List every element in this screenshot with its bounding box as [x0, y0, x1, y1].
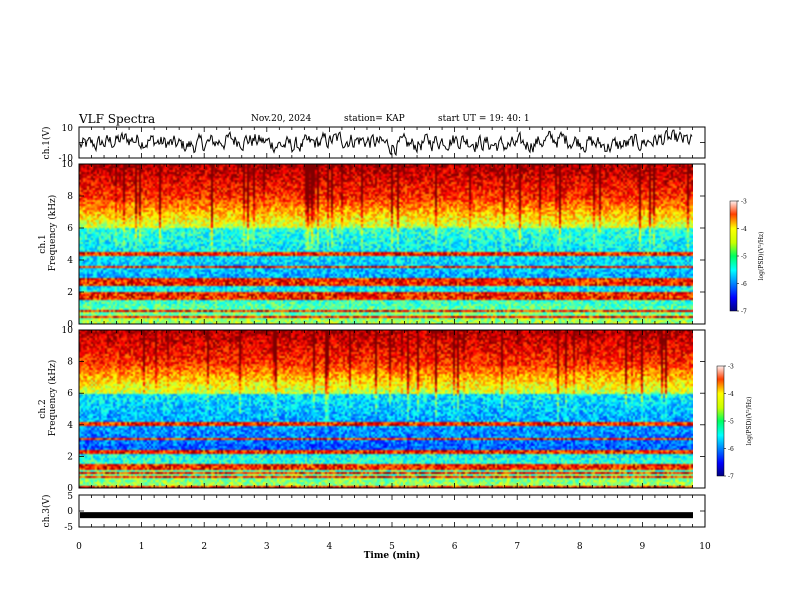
ch2-colorbar-label: log(PSD)(V²/Hz): [746, 397, 753, 446]
ch1-ylabel-frequency: Frequency (kHz): [47, 195, 58, 272]
colorbar-tick-label: -7: [728, 474, 734, 481]
chart-title: VLF Spectra: [79, 112, 156, 126]
colorbar-tick-label: -3: [728, 364, 734, 371]
time-axis-label: Time (min): [364, 550, 421, 561]
station-label: station= KAP: [344, 114, 405, 124]
time-tick-label: 6: [452, 542, 458, 552]
start-time-label: start UT = 19: 40: 1: [438, 114, 530, 124]
freq-tick-label: 4: [67, 256, 73, 266]
freq-tick-label: 10: [62, 326, 74, 336]
ch2-colorbar: [716, 365, 725, 477]
colorbar-tick-label: -6: [741, 281, 747, 288]
ch1-ylabel-channel: ch.1: [38, 234, 48, 253]
freq-tick-label: 2: [67, 452, 73, 462]
colorbar-tick-label: -4: [728, 391, 734, 398]
time-tick-label: 4: [327, 542, 333, 552]
freq-tick-label: 2: [67, 288, 73, 298]
time-tick-label: 1: [139, 542, 145, 552]
ch1-colorbar-ticks: -3 -4 -5 -6 -7: [737, 199, 747, 316]
ch1-freq-tick-labels: 0 2 4 6 8 10: [62, 160, 74, 330]
freq-tick-label: 0: [67, 320, 73, 330]
freq-tick-label: 8: [67, 358, 73, 368]
colorbar-tick-label: -7: [741, 309, 747, 316]
ch1-colorbar: [729, 200, 738, 312]
ch3-waveform-line: [80, 512, 693, 519]
ch3-ylabel: ch.3(V): [41, 495, 52, 528]
ch3-waveform-ticks: [78, 494, 706, 528]
colorbar-tick-label: -3: [741, 199, 747, 206]
ch1-waveform-ticks: [78, 126, 706, 159]
freq-tick-label: 0: [67, 484, 73, 494]
ch3-ytick-minus5: -5: [64, 523, 73, 533]
freq-tick-label: 10: [62, 160, 74, 170]
time-tick-label: 8: [577, 542, 583, 552]
time-tick-label: 2: [201, 542, 207, 552]
ch2-spectrogram-image: [79, 330, 693, 488]
freq-tick-label: 6: [67, 224, 73, 234]
ch3-ytick-5: 5: [67, 492, 73, 502]
time-tick-label: 3: [264, 542, 270, 552]
date-label: Nov.20, 2024: [251, 114, 312, 124]
time-tick-label: 0: [76, 542, 82, 552]
time-tick-label: 7: [514, 542, 520, 552]
time-axis-tick-labels: 0 1 2 3 4 5 6 7 8 9 10: [76, 542, 711, 552]
ch1-colorbar-label: log(PSD)(V²/Hz): [758, 232, 765, 281]
ch1-waveform-panel: 10 -10 ch.1(V): [41, 124, 706, 164]
ch1-ytick-bottom: -10: [59, 154, 74, 164]
ch2-ylabel-channel: ch.2: [38, 399, 48, 418]
ch3-ytick-0: 0: [67, 507, 73, 517]
ch3-waveform-panel: 5 0 -5 ch.3(V) 0 1 2 3 4 5 6 7 8 9 10 Time (min): [41, 492, 711, 561]
ch2-freq-tick-labels: 0 2 4 6 8 10: [62, 326, 74, 494]
freq-tick-label: 4: [67, 421, 73, 431]
time-tick-label: 9: [640, 542, 646, 552]
freq-tick-label: 6: [67, 389, 73, 399]
ch2-colorbar-ticks: -3 -4 -5 -6 -7: [724, 364, 734, 481]
colorbar-tick-label: -5: [728, 419, 734, 426]
ch1-waveform-line: [79, 129, 693, 157]
colorbar-tick-label: -6: [728, 446, 734, 453]
freq-tick-label: 8: [67, 192, 73, 202]
ch2-ylabel-frequency: Frequency (kHz): [47, 360, 58, 437]
colorbar-tick-label: -5: [741, 254, 747, 261]
time-tick-label: 5: [389, 542, 395, 552]
ch1-ytick-top: 10: [62, 124, 74, 134]
ch2-spectrogram-ticks: [78, 329, 706, 489]
ch1-spectrogram-image: [79, 164, 693, 324]
colorbar-tick-label: -4: [741, 226, 747, 233]
time-tick-label: 10: [699, 542, 711, 552]
ch1-ylabel: ch.1(V): [41, 127, 52, 160]
ch1-spectrogram-ticks: [78, 163, 706, 325]
